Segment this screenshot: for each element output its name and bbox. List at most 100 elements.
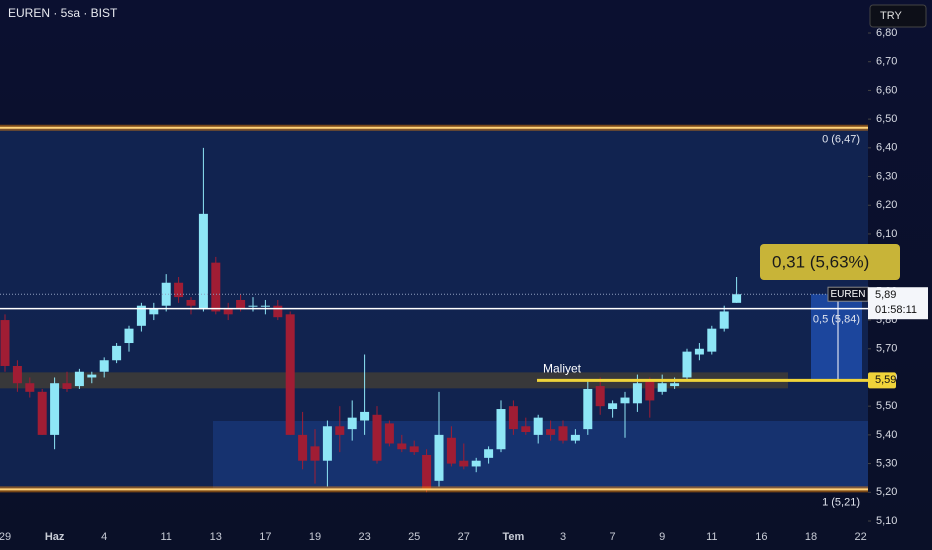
candle-body xyxy=(285,314,295,435)
candle-body xyxy=(186,299,196,306)
price-box xyxy=(868,287,928,320)
y-tick-label: 5,30 xyxy=(876,457,897,469)
fib-label: 1 (5,21) xyxy=(822,496,860,508)
x-tick-label: 18 xyxy=(805,531,817,543)
candle-body xyxy=(694,348,704,355)
x-tick-label: 29 xyxy=(0,531,11,543)
candle-body xyxy=(25,383,35,392)
candle-body xyxy=(322,426,332,461)
x-tick-label: Tem xyxy=(502,531,524,543)
candle-body xyxy=(508,406,518,430)
cost-band xyxy=(0,372,788,389)
candle-body xyxy=(471,460,481,467)
candle-body xyxy=(198,213,208,309)
currency-button[interactable] xyxy=(869,4,927,28)
candle-body xyxy=(484,449,494,458)
x-tick-label: 17 xyxy=(259,531,271,543)
symbol-label: EUREN xyxy=(830,289,865,300)
cost-name: Maliyet xyxy=(543,362,582,376)
chart-title: EUREN · 5sa · BIST xyxy=(8,6,118,20)
candle-body xyxy=(645,380,655,401)
y-tick-label: 6,20 xyxy=(876,199,897,211)
candle-body xyxy=(732,294,742,303)
candle-body xyxy=(620,397,630,404)
candle-body xyxy=(372,414,382,461)
candle-body xyxy=(211,262,221,312)
x-tick-label: 11 xyxy=(706,531,717,543)
candle-body xyxy=(583,388,593,430)
gain-box xyxy=(760,244,900,280)
candle-body xyxy=(422,454,432,490)
y-tick-label: 6,70 xyxy=(876,56,897,68)
candle-body xyxy=(37,391,47,435)
candle-body xyxy=(260,305,270,307)
candle-body xyxy=(273,305,283,318)
candle-body xyxy=(0,320,10,366)
x-tick-label: 23 xyxy=(358,531,370,543)
candle-body xyxy=(74,371,84,387)
x-tick-label: 22 xyxy=(854,531,866,543)
candle-body xyxy=(384,423,394,444)
gain-label: 0,31 (5,63%) xyxy=(772,252,869,271)
y-tick-label: 6,30 xyxy=(876,170,897,182)
candle-body xyxy=(99,360,109,372)
candle-body xyxy=(719,311,729,329)
candle-body xyxy=(347,417,357,430)
candle-body xyxy=(670,383,680,387)
x-tick-label: 19 xyxy=(309,531,321,543)
candle-body xyxy=(459,460,469,467)
x-tick-label: Haz xyxy=(45,531,65,543)
y-tick-label: 6,50 xyxy=(876,113,897,125)
y-tick-label: 6,60 xyxy=(876,84,897,96)
y-tick-label: 6,10 xyxy=(876,228,897,240)
candle-body xyxy=(657,383,667,392)
candle-body xyxy=(62,383,72,389)
cost-price-label: 5,59 xyxy=(875,374,896,386)
candle-body xyxy=(446,437,456,464)
candle-body xyxy=(149,308,159,315)
candle-body xyxy=(521,426,531,433)
x-tick-label: 27 xyxy=(458,531,470,543)
y-tick-label: 5,50 xyxy=(876,400,897,412)
x-tick-label: 4 xyxy=(101,531,107,543)
currency-label[interactable]: TRY xyxy=(880,10,902,22)
cost-price-box xyxy=(868,372,896,389)
candle-body xyxy=(236,299,246,309)
candle-body xyxy=(397,443,407,450)
candle-body xyxy=(595,386,605,407)
candle-body xyxy=(50,383,60,435)
candle-body xyxy=(496,409,506,450)
candle-body xyxy=(223,308,233,315)
candle-body xyxy=(298,434,308,461)
candle-body xyxy=(707,328,717,352)
x-tick-label: 16 xyxy=(755,531,767,543)
y-tick-label: 6,40 xyxy=(876,142,897,154)
candle-body xyxy=(533,417,543,435)
candle-body xyxy=(570,434,580,441)
candle-body xyxy=(360,411,370,421)
candle-body xyxy=(310,446,320,461)
candle-body xyxy=(632,383,642,404)
price-label: 5,89 xyxy=(875,289,896,301)
candle-body xyxy=(161,282,171,306)
x-tick-label: 11 xyxy=(160,531,171,543)
x-tick-label: 25 xyxy=(408,531,420,543)
y-tick-label: 5,10 xyxy=(876,515,897,527)
x-tick-label: 13 xyxy=(210,531,222,543)
candle-body xyxy=(558,426,568,441)
candle-body xyxy=(112,345,122,361)
candle-body xyxy=(409,446,419,453)
candle-body xyxy=(682,351,692,378)
candle-body xyxy=(608,403,618,410)
candle-body xyxy=(12,365,22,384)
candle-body xyxy=(434,434,444,481)
x-tick-label: 9 xyxy=(659,531,665,543)
candle-body xyxy=(174,282,184,298)
y-tick-label: 5,20 xyxy=(876,486,897,498)
fib-label: 0 (6,47) xyxy=(822,134,860,146)
candle-body xyxy=(87,374,97,378)
y-tick-label: 5,70 xyxy=(876,343,897,355)
candle-body xyxy=(335,426,345,435)
x-tick-label: 3 xyxy=(560,531,566,543)
y-tick-label: 6,80 xyxy=(876,27,897,39)
